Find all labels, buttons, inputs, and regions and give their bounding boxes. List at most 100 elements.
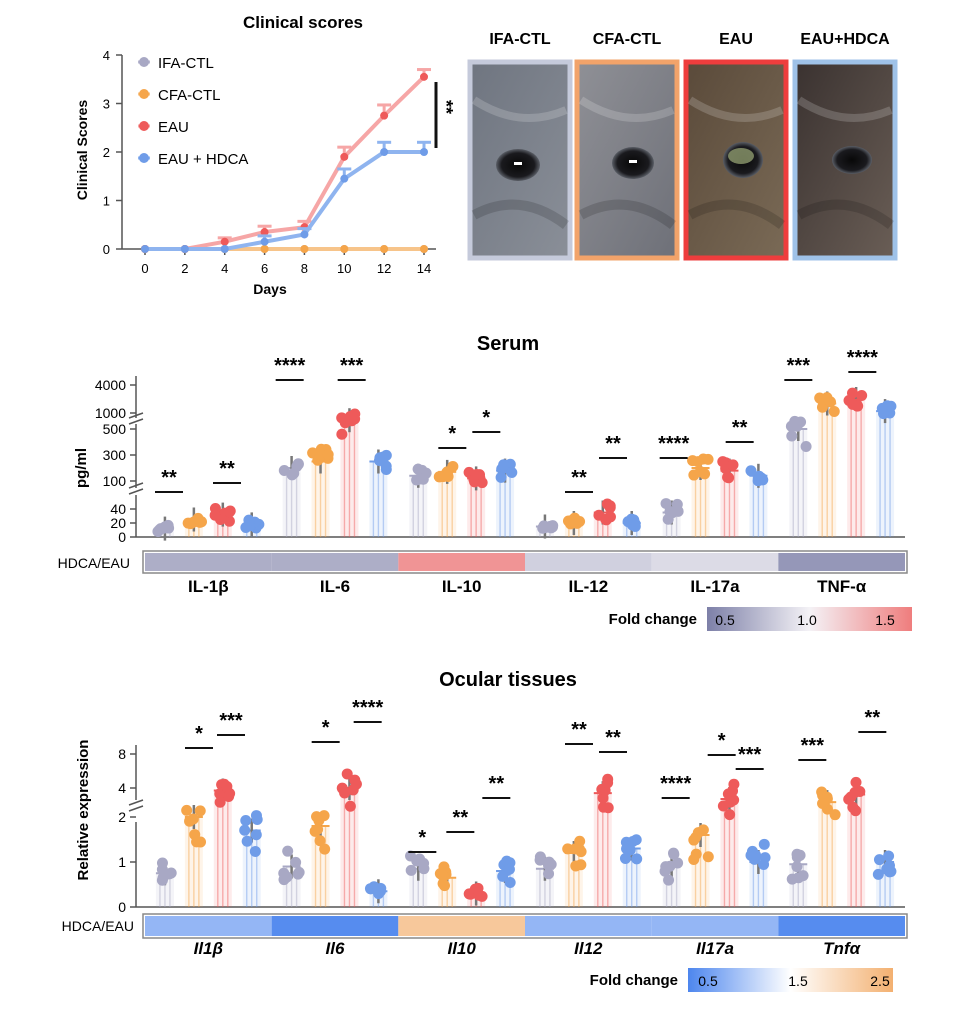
fur-texture — [578, 199, 677, 230]
fold-change-scale — [688, 968, 893, 992]
clinical-significance: ** — [434, 82, 456, 148]
legend-label: EAU + HDCA — [158, 151, 248, 168]
bar — [467, 478, 486, 537]
data-point — [350, 778, 362, 790]
data-point — [336, 428, 348, 440]
data-point — [349, 408, 361, 420]
clinical-scores-chart: Clinical scores Clinical Scores Days 012… — [74, 13, 456, 297]
photo-label: IFA-CTL — [489, 31, 551, 48]
data-point — [727, 785, 739, 797]
data-point — [241, 835, 253, 847]
bar — [847, 399, 866, 537]
data-point — [688, 834, 700, 846]
significance-label: *** — [340, 355, 364, 377]
data-point — [602, 777, 614, 789]
data-point — [251, 813, 263, 825]
clinical-point — [260, 245, 269, 253]
significance-label: **** — [352, 697, 383, 719]
heatmap-border — [142, 913, 908, 939]
fur-texture — [471, 199, 570, 230]
bar — [749, 475, 768, 537]
data-point — [624, 844, 636, 856]
significance-label: *** — [801, 735, 825, 757]
data-point — [664, 505, 676, 517]
data-point — [873, 854, 885, 866]
clinical-x-tick-label: 14 — [417, 261, 431, 276]
data-point — [727, 459, 739, 471]
significance-label: **** — [847, 347, 878, 369]
axis-break — [128, 482, 144, 489]
data-point — [221, 780, 233, 792]
data-point — [159, 521, 171, 533]
data-point — [380, 463, 392, 475]
y-tick-label: 100 — [103, 473, 127, 489]
data-point — [565, 518, 577, 530]
significance-label: ** — [489, 773, 505, 795]
data-point — [503, 863, 515, 875]
data-point — [847, 398, 859, 410]
data-point — [570, 860, 582, 872]
data-point — [250, 829, 262, 841]
data-point — [758, 858, 770, 870]
fold-change-tick: 0.5 — [715, 612, 735, 628]
y-tick-label: 300 — [103, 447, 127, 463]
data-point — [336, 412, 348, 424]
bar — [369, 461, 388, 537]
data-point — [209, 509, 221, 521]
legend-swatch — [139, 57, 149, 67]
data-point — [750, 849, 762, 861]
data-point — [471, 468, 483, 480]
data-point — [214, 788, 226, 800]
data-point — [156, 874, 168, 886]
category-label: IL-1β — [188, 577, 229, 596]
data-point — [374, 885, 386, 897]
data-point — [627, 836, 639, 848]
y-tick-label: 1 — [118, 854, 126, 870]
data-point — [439, 880, 451, 892]
clinical-point — [180, 245, 189, 253]
category-label: IL-12 — [568, 577, 608, 596]
y-tick-label: 40 — [110, 501, 126, 517]
data-point — [497, 870, 509, 882]
data-point — [418, 863, 430, 875]
y-tick-label: 4 — [118, 780, 126, 796]
data-point — [223, 790, 235, 802]
data-point — [156, 864, 168, 876]
y-tick-label: 8 — [118, 746, 126, 762]
data-point — [604, 500, 616, 512]
y-tick-label: 4000 — [95, 377, 126, 393]
significance-label: **** — [660, 773, 691, 795]
significance-label: ** — [865, 707, 881, 729]
data-point — [619, 852, 631, 864]
data-point — [309, 825, 321, 837]
data-point — [690, 848, 702, 860]
data-point — [292, 458, 304, 470]
data-point — [699, 468, 711, 480]
data-point — [687, 455, 699, 467]
data-point — [672, 505, 684, 517]
bar — [340, 420, 359, 537]
significance-label: ** — [571, 719, 587, 741]
data-point — [697, 824, 709, 836]
eye-lesion — [728, 148, 754, 164]
data-point — [849, 786, 861, 798]
data-point — [847, 801, 859, 813]
significance-label: * — [418, 827, 426, 849]
bar — [496, 470, 515, 537]
bar — [409, 868, 428, 907]
axis-break — [128, 412, 144, 419]
data-point — [249, 845, 261, 857]
significance-label: ** — [571, 467, 587, 489]
category-label: Il10 — [447, 939, 476, 958]
legend-label: EAU — [158, 119, 189, 136]
data-point — [717, 456, 729, 468]
category-label: Il6 — [326, 939, 345, 958]
heatmap-cell — [145, 553, 272, 571]
data-point — [464, 888, 476, 900]
data-point — [598, 801, 610, 813]
heatmap-cell — [145, 916, 272, 936]
photo-label: EAU+HDCA — [800, 31, 890, 48]
clinical-point — [260, 237, 269, 246]
eye-image — [832, 146, 872, 174]
clinical-point — [340, 152, 349, 161]
